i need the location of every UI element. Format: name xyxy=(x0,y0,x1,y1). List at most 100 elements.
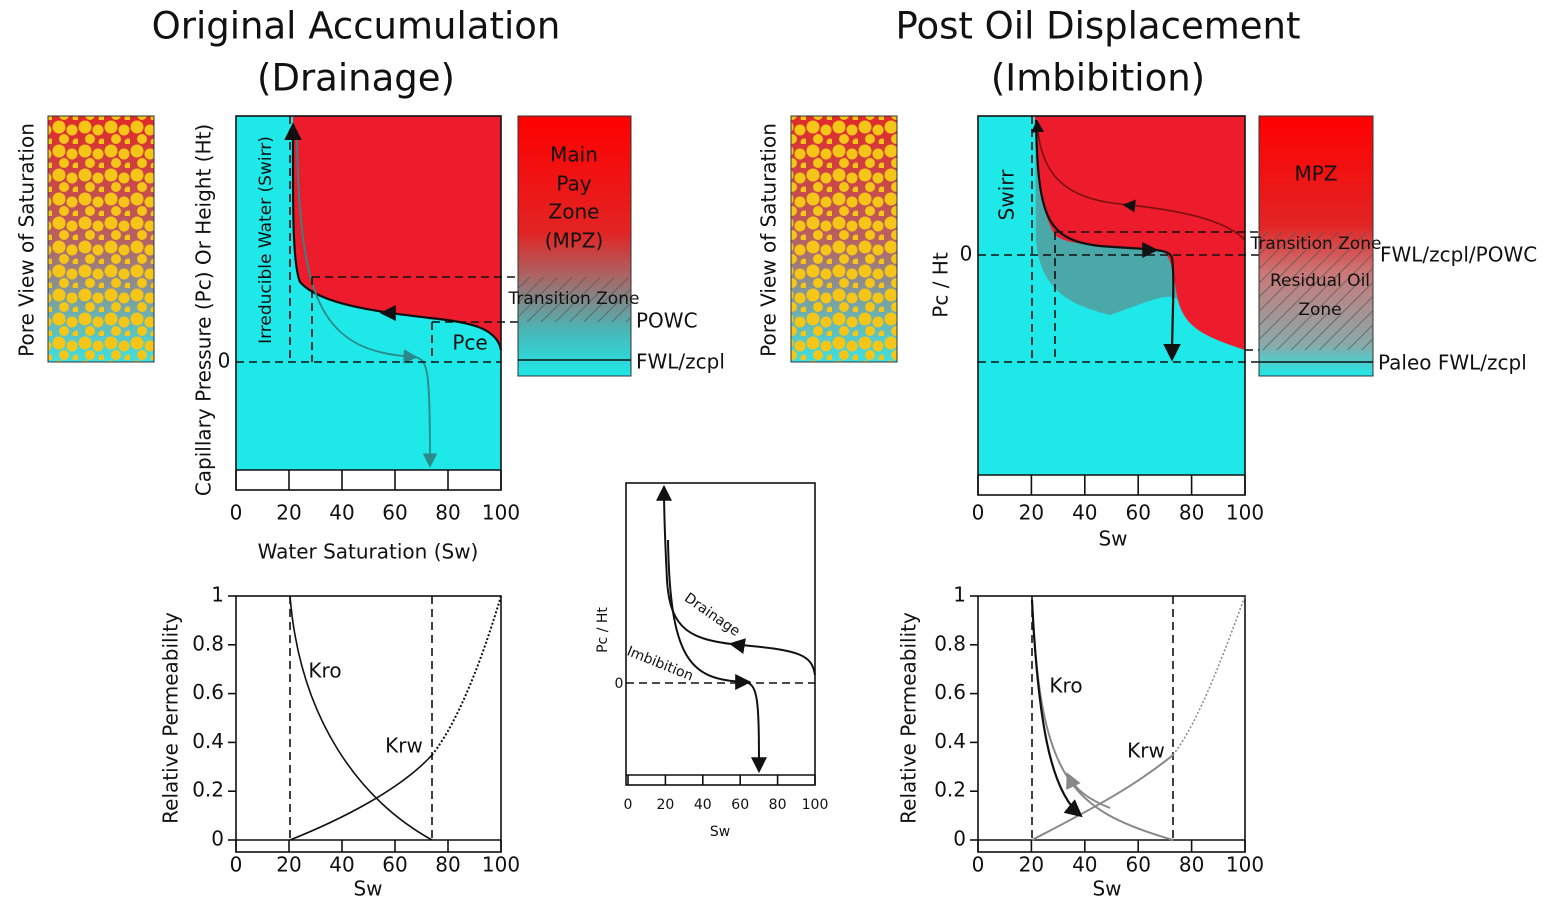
plot-frame xyxy=(235,595,502,853)
drainage-curve xyxy=(284,122,503,351)
transition-label: Transition Zone xyxy=(1250,234,1382,254)
krw-curve xyxy=(289,754,433,841)
title: Post Oil Displacement xyxy=(896,5,1301,48)
x-label: Sw xyxy=(710,824,730,840)
x-tick-label: 100 xyxy=(482,853,520,877)
relperm-left-panel: Kro Krw Relative Permeability Sw xyxy=(159,595,502,901)
fwl-label: FWL/zcpl/POWC xyxy=(1380,243,1537,267)
transition-label: Transition Zone xyxy=(508,289,640,309)
krw-extension xyxy=(431,595,502,756)
residual-label: Zone xyxy=(1298,300,1341,320)
x-label: Sw xyxy=(353,877,382,901)
x-tick-label: 60 xyxy=(382,853,407,877)
y-tick-label: 0.2 xyxy=(934,778,966,802)
drainage-curve xyxy=(1031,119,1246,241)
paleo-label: Paleo FWL/zcpl xyxy=(1378,351,1527,375)
y-label: Pc / Ht xyxy=(595,607,611,653)
krw-drainage xyxy=(1031,754,1174,841)
x-label: Water Saturation (Sw) xyxy=(258,540,479,564)
zero-label: 0 xyxy=(218,349,231,373)
zone-label: MPZ xyxy=(1294,162,1337,186)
kro-label: Kro xyxy=(1049,674,1082,698)
y-tick-label: 0 xyxy=(211,827,224,851)
pore-grains xyxy=(790,115,898,363)
y-label: Relative Permeability xyxy=(159,612,183,824)
kro-label: Kro xyxy=(308,659,341,683)
oil-area xyxy=(292,116,501,350)
drainage-curve xyxy=(656,484,816,676)
zone-column xyxy=(517,115,632,377)
fwl-label: FWL/zcpl xyxy=(636,350,725,374)
imbibition-curve xyxy=(667,539,767,774)
y-tick-label: 0.6 xyxy=(934,680,966,704)
y-label: Pc / Ht xyxy=(929,252,953,318)
x-tick-label: 40 xyxy=(329,853,354,877)
krw-extension xyxy=(1172,595,1246,756)
zone-label: Zone xyxy=(549,200,600,224)
krw-label: Krw xyxy=(1127,739,1165,763)
imbibition-curve xyxy=(414,356,438,468)
y-tick-label: 0.6 xyxy=(192,680,224,704)
imbibition-panel: Pore View of Saturation Pc / Ht Swirr 0 … xyxy=(757,115,1537,551)
x-tick-label: 0 xyxy=(972,853,985,877)
inset-panel: Pc / Ht 0 Drainage Imbibition Sw xyxy=(595,482,816,840)
oil-area xyxy=(1035,116,1245,350)
x-tick-label: 100 xyxy=(482,501,520,525)
x-tick-label: 80 xyxy=(1179,501,1204,525)
y-tick-label: 0.8 xyxy=(192,631,224,655)
x-label: Sw xyxy=(1092,877,1121,901)
y-label: Relative Permeability xyxy=(897,612,921,824)
y-tick-label: 0.4 xyxy=(934,729,966,753)
x-tick-label: 60 xyxy=(382,501,407,525)
x-tick-label: 100 xyxy=(1226,853,1264,877)
x-tick-label: 0 xyxy=(972,501,985,525)
pore-label: Pore View of Saturation xyxy=(15,123,39,357)
x-tick-label: 60 xyxy=(1125,853,1150,877)
plot-frame xyxy=(977,595,1246,853)
y-tick-label: 0.4 xyxy=(192,729,224,753)
x-tick-label: 20 xyxy=(1019,853,1044,877)
x-tick-label: 100 xyxy=(1226,501,1264,525)
x-tick-label: 80 xyxy=(435,501,460,525)
residual-label: Residual Oil xyxy=(1270,271,1370,291)
zone-label: Main xyxy=(550,143,598,167)
x-tick-label: 80 xyxy=(769,797,787,813)
title: Original Accumulation xyxy=(152,5,561,48)
zero-label: 0 xyxy=(960,242,973,266)
imbibition-curve xyxy=(296,139,418,364)
x-tick-label: 100 xyxy=(802,797,829,813)
zero-label: 0 xyxy=(615,676,624,692)
x-label: Sw xyxy=(1098,527,1127,551)
x-tick-label: 40 xyxy=(1072,853,1097,877)
y-tick-label: 1 xyxy=(953,583,966,607)
drainage-panel: Pore View of Saturation Capillary Pressu… xyxy=(15,115,725,564)
plot-frame xyxy=(977,115,1246,496)
pce-label: Pce xyxy=(452,331,487,355)
x-tick-label: 20 xyxy=(276,853,301,877)
y-tick-label: 0 xyxy=(953,827,966,851)
x-tick-label: 80 xyxy=(1179,853,1204,877)
plot-frame xyxy=(625,482,816,786)
y-tick-label: 1 xyxy=(211,583,224,607)
x-tick-label: 40 xyxy=(1072,501,1097,525)
x-tick-label: 40 xyxy=(694,797,712,813)
zone-label: Pay xyxy=(556,172,591,196)
transition-hatch xyxy=(518,277,631,322)
kro-curve xyxy=(289,595,433,841)
x-tick-label: 80 xyxy=(435,853,460,877)
y-tick-label: 0.2 xyxy=(192,778,224,802)
zone-label: (MPZ) xyxy=(545,229,604,253)
x-tick-label: 0 xyxy=(230,501,243,525)
swirr-label: Irreducible Water (Swirr) xyxy=(256,136,276,344)
x-tick-label: 40 xyxy=(329,501,354,525)
imbibition-label: Imbibition xyxy=(624,643,695,684)
plot-frame xyxy=(235,115,502,491)
x-tick-label: 60 xyxy=(1125,501,1150,525)
pore-grains xyxy=(47,115,155,363)
pore-label: Pore View of Saturation xyxy=(757,123,781,357)
swirr-label: Swirr xyxy=(995,169,1019,220)
x-tick-label: 20 xyxy=(656,797,674,813)
y-tick-label: 0.8 xyxy=(934,631,966,655)
y-label: Capillary Pressure (Pc) Or Height (Ht) xyxy=(192,124,216,496)
